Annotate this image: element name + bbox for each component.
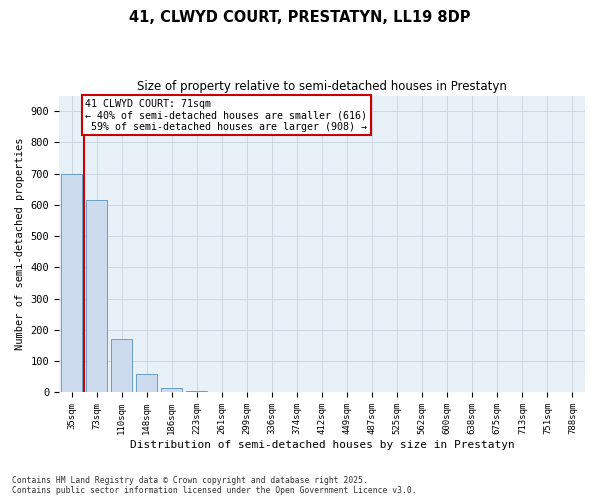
Bar [136, 374, 157, 392]
Text: Contains HM Land Registry data © Crown copyright and database right 2025.
Contai: Contains HM Land Registry data © Crown c… [12, 476, 416, 495]
Text: 41 CLWYD COURT: 71sqm
← 40% of semi-detached houses are smaller (616)
 59% of se: 41 CLWYD COURT: 71sqm ← 40% of semi-deta… [85, 98, 367, 132]
Bar [86, 200, 107, 392]
Title: Size of property relative to semi-detached houses in Prestatyn: Size of property relative to semi-detach… [137, 80, 507, 93]
Bar [61, 174, 82, 392]
Bar [186, 391, 208, 392]
Y-axis label: Number of semi-detached properties: Number of semi-detached properties [15, 138, 25, 350]
Bar [111, 340, 132, 392]
X-axis label: Distribution of semi-detached houses by size in Prestatyn: Distribution of semi-detached houses by … [130, 440, 514, 450]
Bar [161, 388, 182, 392]
Text: 41, CLWYD COURT, PRESTATYN, LL19 8DP: 41, CLWYD COURT, PRESTATYN, LL19 8DP [129, 10, 471, 25]
